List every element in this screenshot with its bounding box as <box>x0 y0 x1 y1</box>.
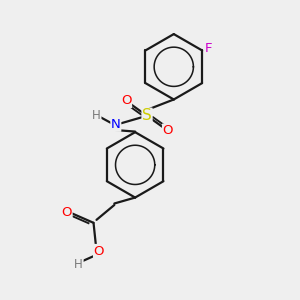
Text: F: F <box>205 42 212 56</box>
Text: O: O <box>94 244 104 258</box>
Text: N: N <box>111 118 121 131</box>
Text: O: O <box>121 94 131 107</box>
Text: O: O <box>163 124 173 137</box>
Text: O: O <box>61 206 72 219</box>
Text: S: S <box>142 108 152 123</box>
Text: H: H <box>74 258 83 271</box>
Text: H: H <box>92 109 101 122</box>
